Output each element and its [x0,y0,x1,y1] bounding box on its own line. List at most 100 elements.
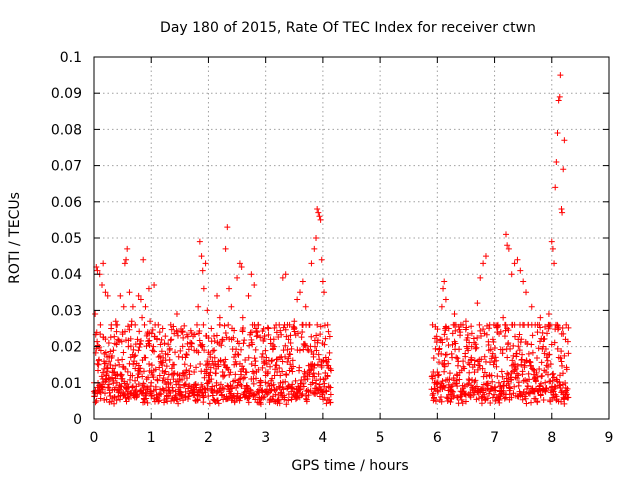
data-point [113,328,120,335]
data-point [451,311,458,318]
data-point [145,285,152,292]
data-point [298,334,305,341]
data-point [103,371,110,378]
data-point [305,347,312,354]
data-point [430,390,437,397]
data-point [115,357,122,364]
data-point [505,380,512,387]
data-point [159,325,166,332]
data-point [248,360,255,367]
data-point [291,325,298,332]
data-point [236,376,243,383]
data-point [235,351,242,358]
data-point [137,341,144,348]
data-point [191,347,198,354]
data-point [310,370,317,377]
data-point [487,359,494,366]
data-point [140,256,147,263]
data-point [128,321,135,328]
data-point [509,357,516,364]
data-point [310,353,317,360]
data-point [494,323,501,330]
data-point [105,375,112,382]
data-point [553,158,560,165]
data-point [269,357,276,364]
data-point [547,321,554,328]
data-point [148,388,155,395]
data-point [282,342,289,349]
data-point [262,347,269,354]
data-point [481,391,488,398]
data-point [491,345,498,352]
data-point [232,371,239,378]
data-point [536,366,543,373]
data-point [492,398,499,405]
data-point [304,375,311,382]
data-point [313,332,320,339]
data-point [269,375,276,382]
data-point [544,357,551,364]
data-point [202,389,209,396]
data-point [114,321,121,328]
data-point [211,347,218,354]
data-point [535,388,542,395]
data-point [146,360,153,367]
data-point [162,333,169,340]
data-point [558,348,565,355]
data-point [555,97,562,104]
data-point [554,345,561,352]
data-point [169,361,176,368]
data-point [295,330,302,337]
data-point [102,349,109,356]
data-point [273,329,280,336]
data-point [561,352,568,359]
data-point [284,346,291,353]
data-point [97,321,104,328]
data-point [215,400,222,407]
data-point [184,333,191,340]
data-point [141,399,148,406]
data-point [534,373,541,380]
data-point [502,321,509,328]
data-point [282,271,289,278]
data-point [140,380,147,387]
data-point [154,377,161,384]
data-point [441,331,448,338]
data-point [134,374,141,381]
data-point [513,353,520,360]
data-point [512,333,519,340]
data-point [542,323,549,330]
data-point [275,396,282,403]
data-point [248,271,255,278]
data-point [102,360,109,367]
data-point [279,274,286,281]
data-point [176,388,183,395]
data-point [99,282,106,289]
data-point [136,328,143,335]
data-point [120,349,127,356]
data-point [92,311,99,318]
data-point [183,351,190,358]
data-point [180,334,187,341]
data-point [323,388,330,395]
y-tick-label: 0.02 [51,340,82,356]
data-point [525,390,532,397]
data-point [547,398,554,405]
data-point [504,354,511,361]
data-point [107,334,114,341]
data-point [511,260,518,267]
data-point [313,347,320,354]
data-point [507,345,514,352]
data-point [532,395,539,402]
data-point [166,345,173,352]
data-point [543,362,550,369]
data-point [321,380,328,387]
data-point [106,387,113,394]
data-point [508,271,515,278]
data-point [92,399,99,406]
data-point [552,384,559,391]
data-point [131,353,138,360]
data-point [252,358,259,365]
x-tick-label: 0 [90,430,99,446]
data-point [164,376,171,383]
